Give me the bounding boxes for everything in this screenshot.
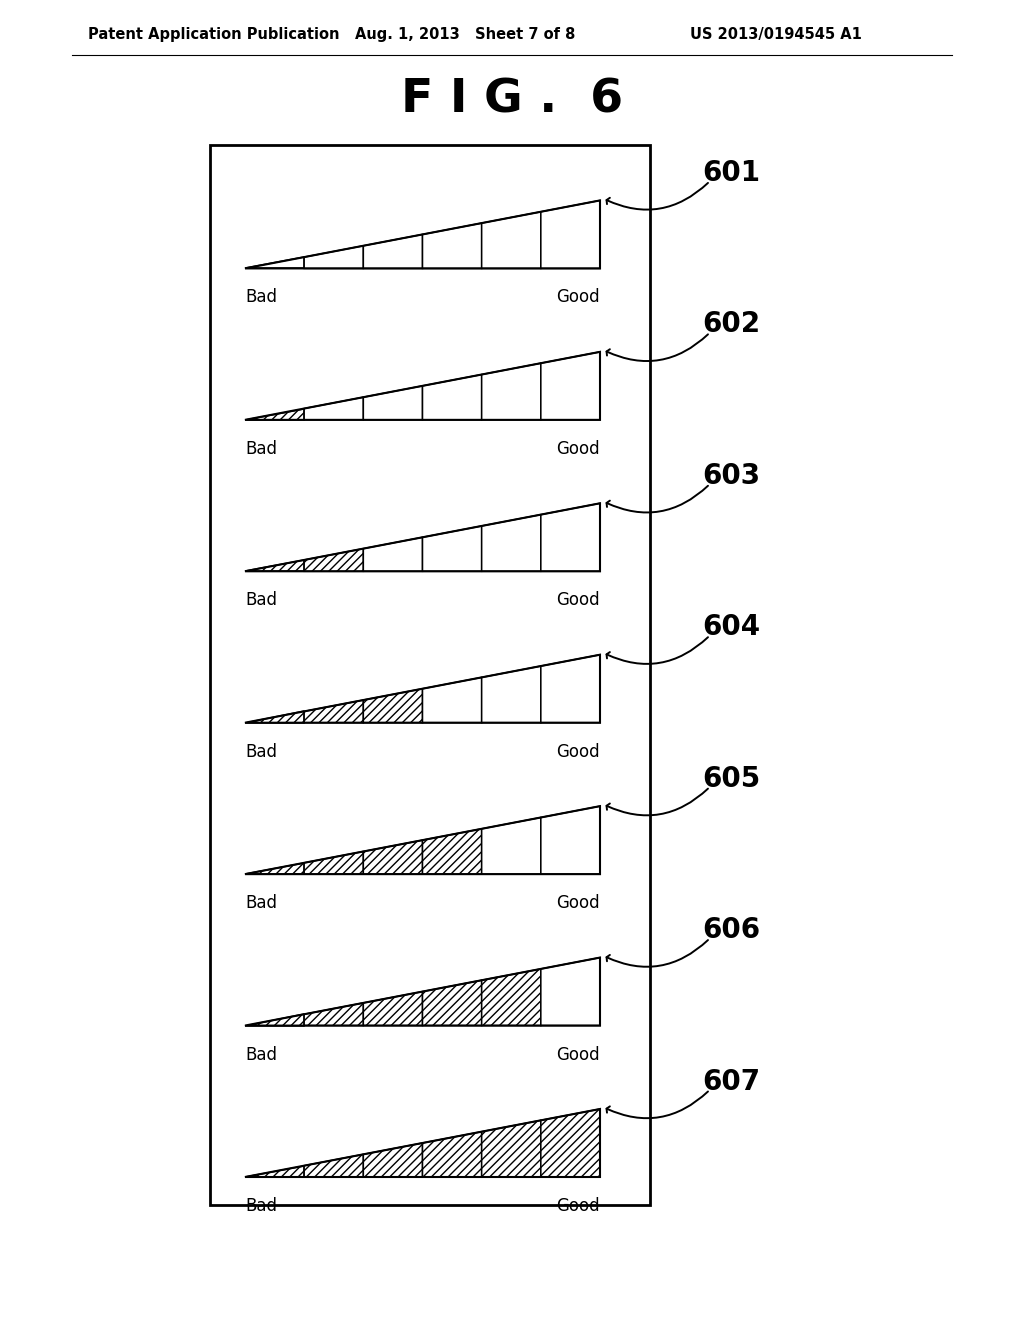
Text: Good: Good [556, 894, 600, 912]
Text: 605: 605 [702, 764, 760, 793]
Text: Bad: Bad [245, 591, 278, 610]
Text: Bad: Bad [245, 1045, 278, 1064]
Polygon shape [304, 397, 364, 420]
Polygon shape [541, 352, 600, 420]
Polygon shape [304, 1154, 364, 1177]
Polygon shape [541, 1109, 600, 1177]
Text: 607: 607 [702, 1068, 760, 1096]
Text: Good: Good [556, 289, 600, 306]
Text: Bad: Bad [245, 440, 278, 458]
Polygon shape [481, 969, 541, 1026]
Polygon shape [481, 363, 541, 420]
Polygon shape [364, 689, 423, 723]
Polygon shape [423, 375, 481, 420]
Polygon shape [481, 515, 541, 572]
Polygon shape [423, 981, 481, 1026]
Polygon shape [364, 991, 423, 1026]
Polygon shape [481, 211, 541, 268]
Text: 604: 604 [702, 614, 760, 642]
Polygon shape [423, 1131, 481, 1177]
Text: 606: 606 [702, 916, 760, 944]
Polygon shape [423, 223, 481, 268]
Polygon shape [481, 667, 541, 723]
Polygon shape [364, 235, 423, 268]
Text: 603: 603 [702, 462, 760, 490]
Polygon shape [541, 655, 600, 723]
Polygon shape [541, 201, 600, 268]
Text: Good: Good [556, 440, 600, 458]
Text: Good: Good [556, 1197, 600, 1214]
Polygon shape [481, 817, 541, 874]
Text: F I G .  6: F I G . 6 [401, 78, 623, 123]
Text: Good: Good [556, 1045, 600, 1064]
Polygon shape [423, 677, 481, 723]
Text: Bad: Bad [245, 289, 278, 306]
Polygon shape [245, 1014, 304, 1026]
Polygon shape [541, 957, 600, 1026]
Polygon shape [364, 537, 423, 572]
Text: 602: 602 [702, 310, 760, 338]
Polygon shape [245, 257, 304, 268]
Polygon shape [304, 549, 364, 572]
Text: Good: Good [556, 591, 600, 610]
Polygon shape [423, 525, 481, 572]
Polygon shape [245, 408, 304, 420]
Polygon shape [541, 503, 600, 572]
Polygon shape [304, 851, 364, 874]
Text: Bad: Bad [245, 894, 278, 912]
Polygon shape [541, 807, 600, 874]
Polygon shape [245, 863, 304, 874]
Polygon shape [364, 1143, 423, 1177]
Text: Good: Good [556, 743, 600, 760]
Polygon shape [423, 829, 481, 874]
Text: US 2013/0194545 A1: US 2013/0194545 A1 [690, 28, 862, 42]
Text: Aug. 1, 2013   Sheet 7 of 8: Aug. 1, 2013 Sheet 7 of 8 [355, 28, 575, 42]
Polygon shape [245, 1166, 304, 1177]
Polygon shape [481, 1121, 541, 1177]
Polygon shape [304, 700, 364, 723]
Text: Patent Application Publication: Patent Application Publication [88, 28, 340, 42]
Text: 601: 601 [702, 158, 760, 187]
Text: Bad: Bad [245, 743, 278, 760]
Bar [210, 145, 650, 1205]
Text: Bad: Bad [245, 1197, 278, 1214]
Polygon shape [364, 840, 423, 874]
Polygon shape [364, 385, 423, 420]
Polygon shape [245, 560, 304, 572]
Polygon shape [245, 711, 304, 723]
Polygon shape [304, 1003, 364, 1026]
Polygon shape [304, 246, 364, 268]
